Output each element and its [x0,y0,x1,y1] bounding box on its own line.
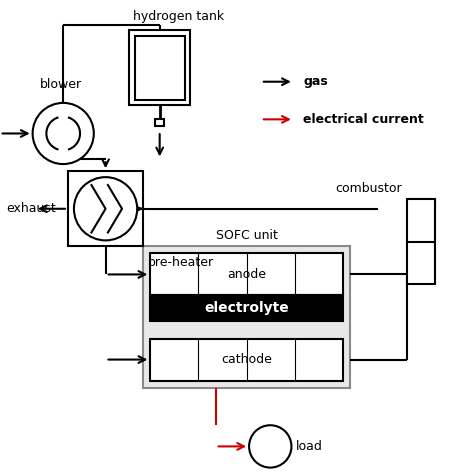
Bar [155,119,164,127]
Bar [407,200,435,284]
Bar [150,295,343,321]
Text: load: load [296,440,323,453]
Text: combustor: combustor [336,182,402,195]
Text: pre-heater: pre-heater [148,256,214,269]
Bar [150,338,343,381]
Text: electrolyte: electrolyte [204,301,289,315]
Text: hydrogen tank: hydrogen tank [133,10,224,23]
Text: exhaust: exhaust [7,202,56,215]
Text: electrical current: electrical current [303,113,424,126]
Bar [68,171,143,246]
Text: SOFC unit: SOFC unit [216,229,278,242]
Bar [150,254,343,295]
Circle shape [249,425,292,467]
Bar [135,36,184,100]
Text: gas: gas [303,75,328,88]
Text: blower: blower [40,78,82,91]
Bar [129,30,190,105]
Bar [143,246,350,388]
Circle shape [74,177,137,240]
Circle shape [33,103,94,164]
Text: cathode: cathode [221,353,272,366]
Text: anode: anode [227,268,266,281]
